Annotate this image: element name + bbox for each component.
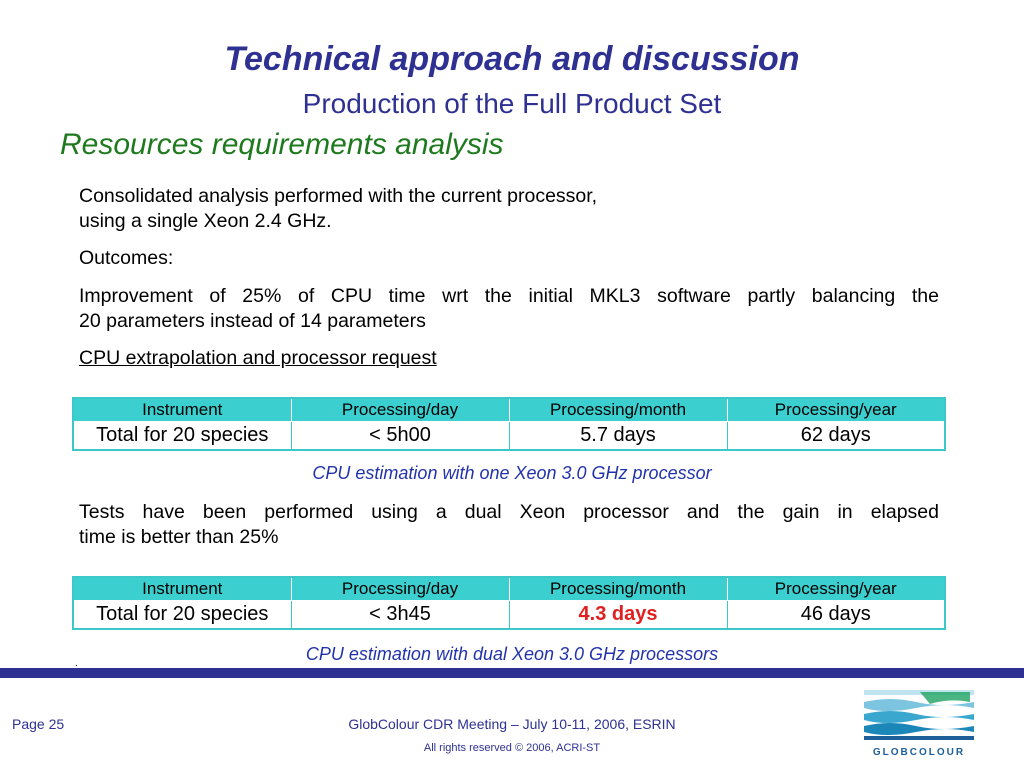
cell-year: 46 days	[726, 600, 946, 630]
stray-dot: .	[75, 658, 78, 669]
table-header-row: Instrument Processing/day Processing/mon…	[72, 576, 946, 601]
table2-caption: CPU estimation with dual Xeon 3.0 GHz pr…	[305, 644, 719, 664]
cell-day: < 3h45	[290, 600, 510, 630]
table-header-row: Instrument Processing/day Processing/mon…	[72, 397, 946, 422]
cell-instrument: Total for 20 species	[72, 421, 292, 451]
slide-subtitle: Production of the Full Product Set	[302, 88, 722, 119]
tests-line-2: time is better than 25%	[79, 526, 279, 548]
cell-month: 5.7 days	[508, 421, 728, 451]
improvement-paragraph: Improvement of 25% of CPU time wrt the i…	[79, 284, 939, 334]
col-header-day: Processing/day	[290, 576, 510, 601]
improvement-line-2: 20 parameters instead of 14 parameters	[79, 310, 426, 332]
cell-month-highlight: 4.3 days	[508, 600, 728, 630]
copyright: All rights reserved © 2006, ACRI-ST	[423, 742, 601, 754]
table-row: Total for 20 species < 5h00 5.7 days 62 …	[72, 421, 946, 451]
col-header-month: Processing/month	[508, 397, 728, 422]
col-header-year: Processing/year	[726, 576, 946, 601]
intro-paragraph: Consolidated analysis performed with the…	[79, 184, 939, 234]
extrapolation-heading: CPU extrapolation and processor request	[79, 347, 437, 369]
col-header-month: Processing/month	[508, 576, 728, 601]
cell-day: < 5h00	[290, 421, 510, 451]
cpu-table-single: Instrument Processing/day Processing/mon…	[72, 397, 946, 451]
section-heading: Resources requirements analysis	[60, 128, 504, 161]
table-row: Total for 20 species < 3h45 4.3 days 46 …	[72, 600, 946, 630]
page-number: Page 25	[12, 716, 65, 732]
meeting-info: GlobColour CDR Meeting – July 10-11, 200…	[348, 716, 676, 732]
improvement-line-1: Improvement of 25% of CPU time wrt the i…	[79, 285, 939, 307]
cell-year: 62 days	[726, 421, 946, 451]
col-header-year: Processing/year	[726, 397, 946, 422]
cpu-table-dual: Instrument Processing/day Processing/mon…	[72, 576, 946, 630]
intro-line-1: Consolidated analysis performed with the…	[79, 185, 598, 207]
col-header-instrument: Instrument	[72, 576, 292, 601]
outcomes-label: Outcomes:	[79, 247, 174, 269]
tests-paragraph: Tests have been performed using a dual X…	[79, 500, 939, 550]
logo-text: GLOBCOLOUR	[873, 747, 965, 758]
footer-divider	[0, 668, 1024, 678]
slide-title: Technical approach and discussion	[224, 40, 800, 78]
intro-line-2: using a single Xeon 2.4 GHz.	[79, 210, 332, 232]
col-header-instrument: Instrument	[72, 397, 292, 422]
tests-line-1: Tests have been performed using a dual X…	[79, 501, 939, 523]
cell-instrument: Total for 20 species	[72, 600, 292, 630]
table1-caption: CPU estimation with one Xeon 3.0 GHz pro…	[312, 463, 712, 483]
globcolour-logo: GLOBCOLOUR	[864, 690, 974, 758]
col-header-day: Processing/day	[290, 397, 510, 422]
